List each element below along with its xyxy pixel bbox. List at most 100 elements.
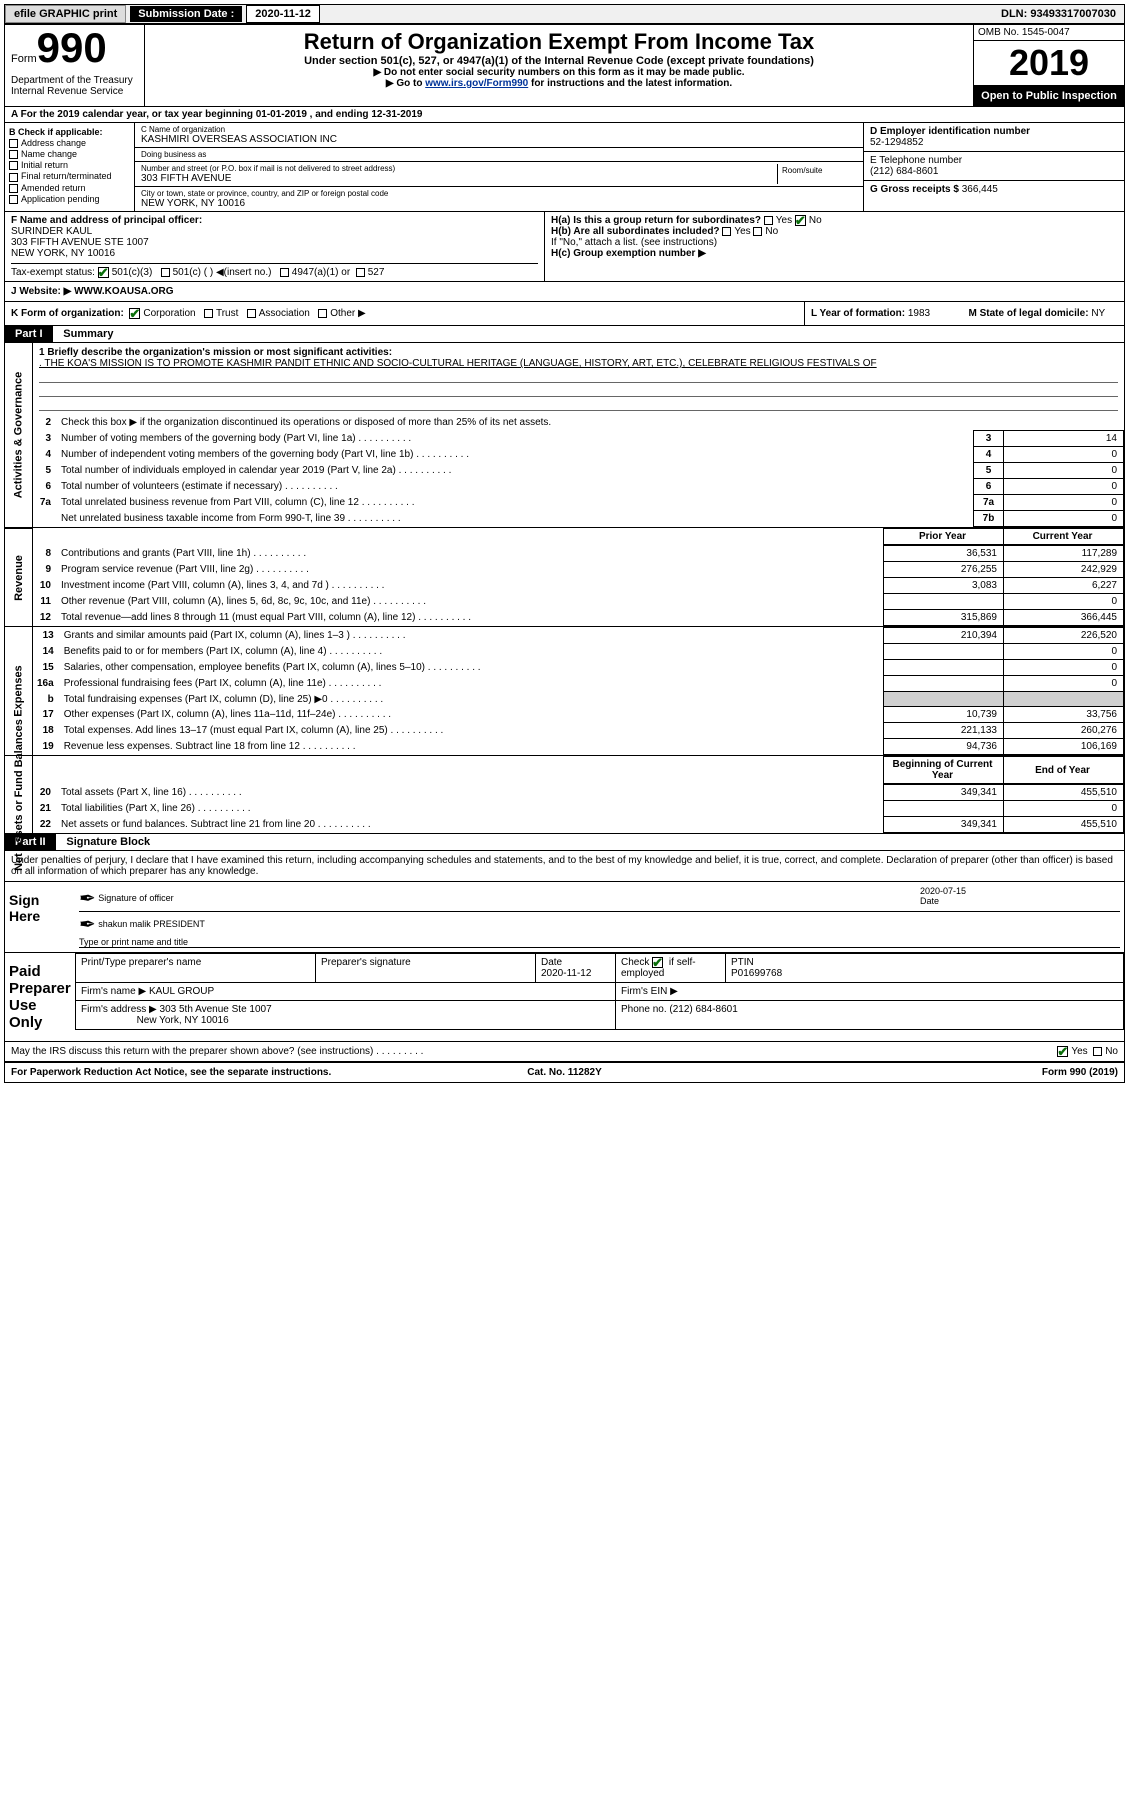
lbl-527: 527 bbox=[368, 267, 385, 278]
chk-amended[interactable] bbox=[9, 184, 18, 193]
note2-post: for instructions and the latest informat… bbox=[528, 78, 732, 89]
lbl-amended: Amended return bbox=[21, 183, 86, 193]
note-2: ▶ Go to www.irs.gov/Form990 for instruct… bbox=[149, 78, 969, 89]
col-b: B Check if applicable: Address change Na… bbox=[5, 123, 135, 211]
department: Department of the Treasury Internal Reve… bbox=[11, 75, 138, 97]
discuss-no[interactable] bbox=[1093, 1047, 1102, 1056]
chk-name[interactable] bbox=[9, 150, 18, 159]
prep-check-lbl: Check bbox=[621, 957, 649, 968]
lbl-trust: Trust bbox=[216, 308, 238, 319]
chk-pending[interactable] bbox=[9, 195, 18, 204]
chk-trust[interactable] bbox=[204, 309, 213, 318]
tax-status-lbl: Tax-exempt status: bbox=[11, 267, 95, 278]
efile-button[interactable]: efile GRAPHIC print bbox=[5, 5, 126, 23]
form-title: Return of Organization Exempt From Incom… bbox=[149, 29, 969, 55]
part1-hdr: Part I bbox=[5, 326, 53, 342]
m-val: NY bbox=[1091, 308, 1105, 319]
chk-final[interactable] bbox=[9, 173, 18, 182]
foot-center: Cat. No. 11282Y bbox=[380, 1067, 749, 1078]
sig-officer-lbl: Signature of officer bbox=[98, 893, 173, 903]
city-val: NEW YORK, NY 10016 bbox=[141, 198, 857, 209]
dba-lbl: Doing business as bbox=[141, 150, 857, 159]
sign-here-lbl: Sign Here bbox=[5, 882, 75, 952]
q1-lbl: 1 Briefly describe the organization's mi… bbox=[39, 347, 1118, 358]
l-lbl: L Year of formation: bbox=[811, 308, 905, 319]
ha-yes[interactable] bbox=[764, 216, 773, 225]
omb-number: OMB No. 1545-0047 bbox=[974, 25, 1124, 41]
dln: DLN: 93493317007030 bbox=[1001, 8, 1124, 20]
d-lbl: D Employer identification number bbox=[870, 126, 1118, 137]
hb-no[interactable] bbox=[753, 227, 762, 236]
prep-date-lbl: Date bbox=[541, 957, 562, 968]
note2-pre: ▶ Go to bbox=[386, 78, 425, 89]
lbl-assoc: Association bbox=[259, 308, 310, 319]
firm-name-val: KAUL GROUP bbox=[149, 986, 214, 997]
g-lbl: G Gross receipts $ bbox=[870, 184, 959, 195]
declaration: Under penalties of perjury, I declare th… bbox=[5, 851, 1124, 882]
discuss-yes[interactable] bbox=[1057, 1046, 1068, 1057]
lbl-other: Other ▶ bbox=[330, 308, 365, 319]
form-number: 990 bbox=[37, 24, 107, 71]
chk-501c3[interactable] bbox=[98, 267, 109, 278]
side-net: Net Assets or Fund Balances bbox=[5, 756, 33, 833]
chk-address[interactable] bbox=[9, 139, 18, 148]
paid-preparer-lbl: Paid Preparer Use Only bbox=[5, 953, 75, 1041]
part2-title: Signature Block bbox=[58, 834, 158, 850]
firm-ein-lbl: Firm's EIN ▶ bbox=[621, 986, 678, 997]
city-lbl: City or town, state or province, country… bbox=[141, 189, 857, 198]
hb-lbl: H(b) Are all subordinates included? bbox=[551, 226, 720, 237]
prep-date-val: 2020-11-12 bbox=[541, 968, 591, 979]
hb-yes[interactable] bbox=[722, 227, 731, 236]
lbl-name: Name change bbox=[21, 149, 77, 159]
note-1: ▶ Do not enter social security numbers o… bbox=[149, 67, 969, 78]
q2: Check this box ▶ if the organization dis… bbox=[57, 415, 1124, 430]
row-a: A For the 2019 calendar year, or tax yea… bbox=[5, 107, 1124, 123]
col-current: Current Year bbox=[1004, 529, 1124, 545]
chk-527[interactable] bbox=[356, 268, 365, 277]
foot-left: For Paperwork Reduction Act Notice, see … bbox=[11, 1067, 380, 1078]
sig-date-lbl: Date bbox=[920, 896, 939, 906]
ptin-val: P01699768 bbox=[731, 968, 782, 979]
f-v2: 303 FIFTH AVENUE STE 1007 bbox=[11, 237, 538, 248]
chk-self-emp[interactable] bbox=[652, 957, 663, 968]
hb-note: If "No," attach a list. (see instruction… bbox=[551, 237, 1118, 248]
lbl-corp: Corporation bbox=[143, 308, 195, 319]
submission-date: 2020-11-12 bbox=[246, 5, 320, 23]
chk-initial[interactable] bbox=[9, 161, 18, 170]
prep-name-lbl: Print/Type preparer's name bbox=[81, 957, 201, 968]
discuss-q: May the IRS discuss this return with the… bbox=[11, 1046, 373, 1057]
form-subtitle: Under section 501(c), 527, or 4947(a)(1)… bbox=[149, 55, 969, 67]
lbl-final: Final return/terminated bbox=[21, 171, 112, 181]
tax-year: 2019 bbox=[974, 41, 1124, 86]
sig-name-lbl: Type or print name and title bbox=[79, 937, 188, 947]
phone-lbl: Phone no. bbox=[621, 1004, 667, 1015]
e-lbl: E Telephone number bbox=[870, 155, 1118, 166]
col-end: End of Year bbox=[1004, 757, 1124, 784]
firm-addr-lbl: Firm's address ▶ bbox=[81, 1004, 157, 1015]
sig-name-val: shakun malik PRESIDENT bbox=[98, 919, 205, 929]
ha-no[interactable] bbox=[795, 215, 806, 226]
f-v1: SURINDER KAUL bbox=[11, 226, 538, 237]
prep-sig-lbl: Preparer's signature bbox=[321, 957, 411, 968]
chk-other[interactable] bbox=[318, 309, 327, 318]
chk-4947[interactable] bbox=[280, 268, 289, 277]
row-a-text: A For the 2019 calendar year, or tax yea… bbox=[11, 109, 422, 120]
chk-501c[interactable] bbox=[161, 268, 170, 277]
chk-assoc[interactable] bbox=[247, 309, 256, 318]
q1-val: . THE KOA'S MISSION IS TO PROMOTE KASHMI… bbox=[39, 358, 1118, 369]
l-val: 1983 bbox=[908, 308, 930, 319]
part1-title: Summary bbox=[55, 326, 121, 342]
hc-lbl: H(c) Group exemption number ▶ bbox=[551, 248, 706, 259]
col-prior: Prior Year bbox=[884, 529, 1004, 545]
col-b-label: B Check if applicable: bbox=[9, 127, 130, 137]
ha-lbl: H(a) Is this a group return for subordin… bbox=[551, 215, 761, 226]
lbl-501c3: 501(c)(3) bbox=[112, 267, 153, 278]
d-val: 52-1294852 bbox=[870, 137, 1118, 148]
top-toolbar: efile GRAPHIC print Submission Date : 20… bbox=[4, 4, 1125, 24]
g-val: 366,445 bbox=[962, 184, 998, 195]
c-name-val: KASHMIRI OVERSEAS ASSOCIATION INC bbox=[141, 134, 857, 145]
instructions-link[interactable]: www.irs.gov/Form990 bbox=[425, 78, 528, 89]
k-lbl: K Form of organization: bbox=[11, 308, 124, 319]
firm-addr-2: New York, NY 10016 bbox=[137, 1015, 229, 1026]
chk-corp[interactable] bbox=[129, 308, 140, 319]
